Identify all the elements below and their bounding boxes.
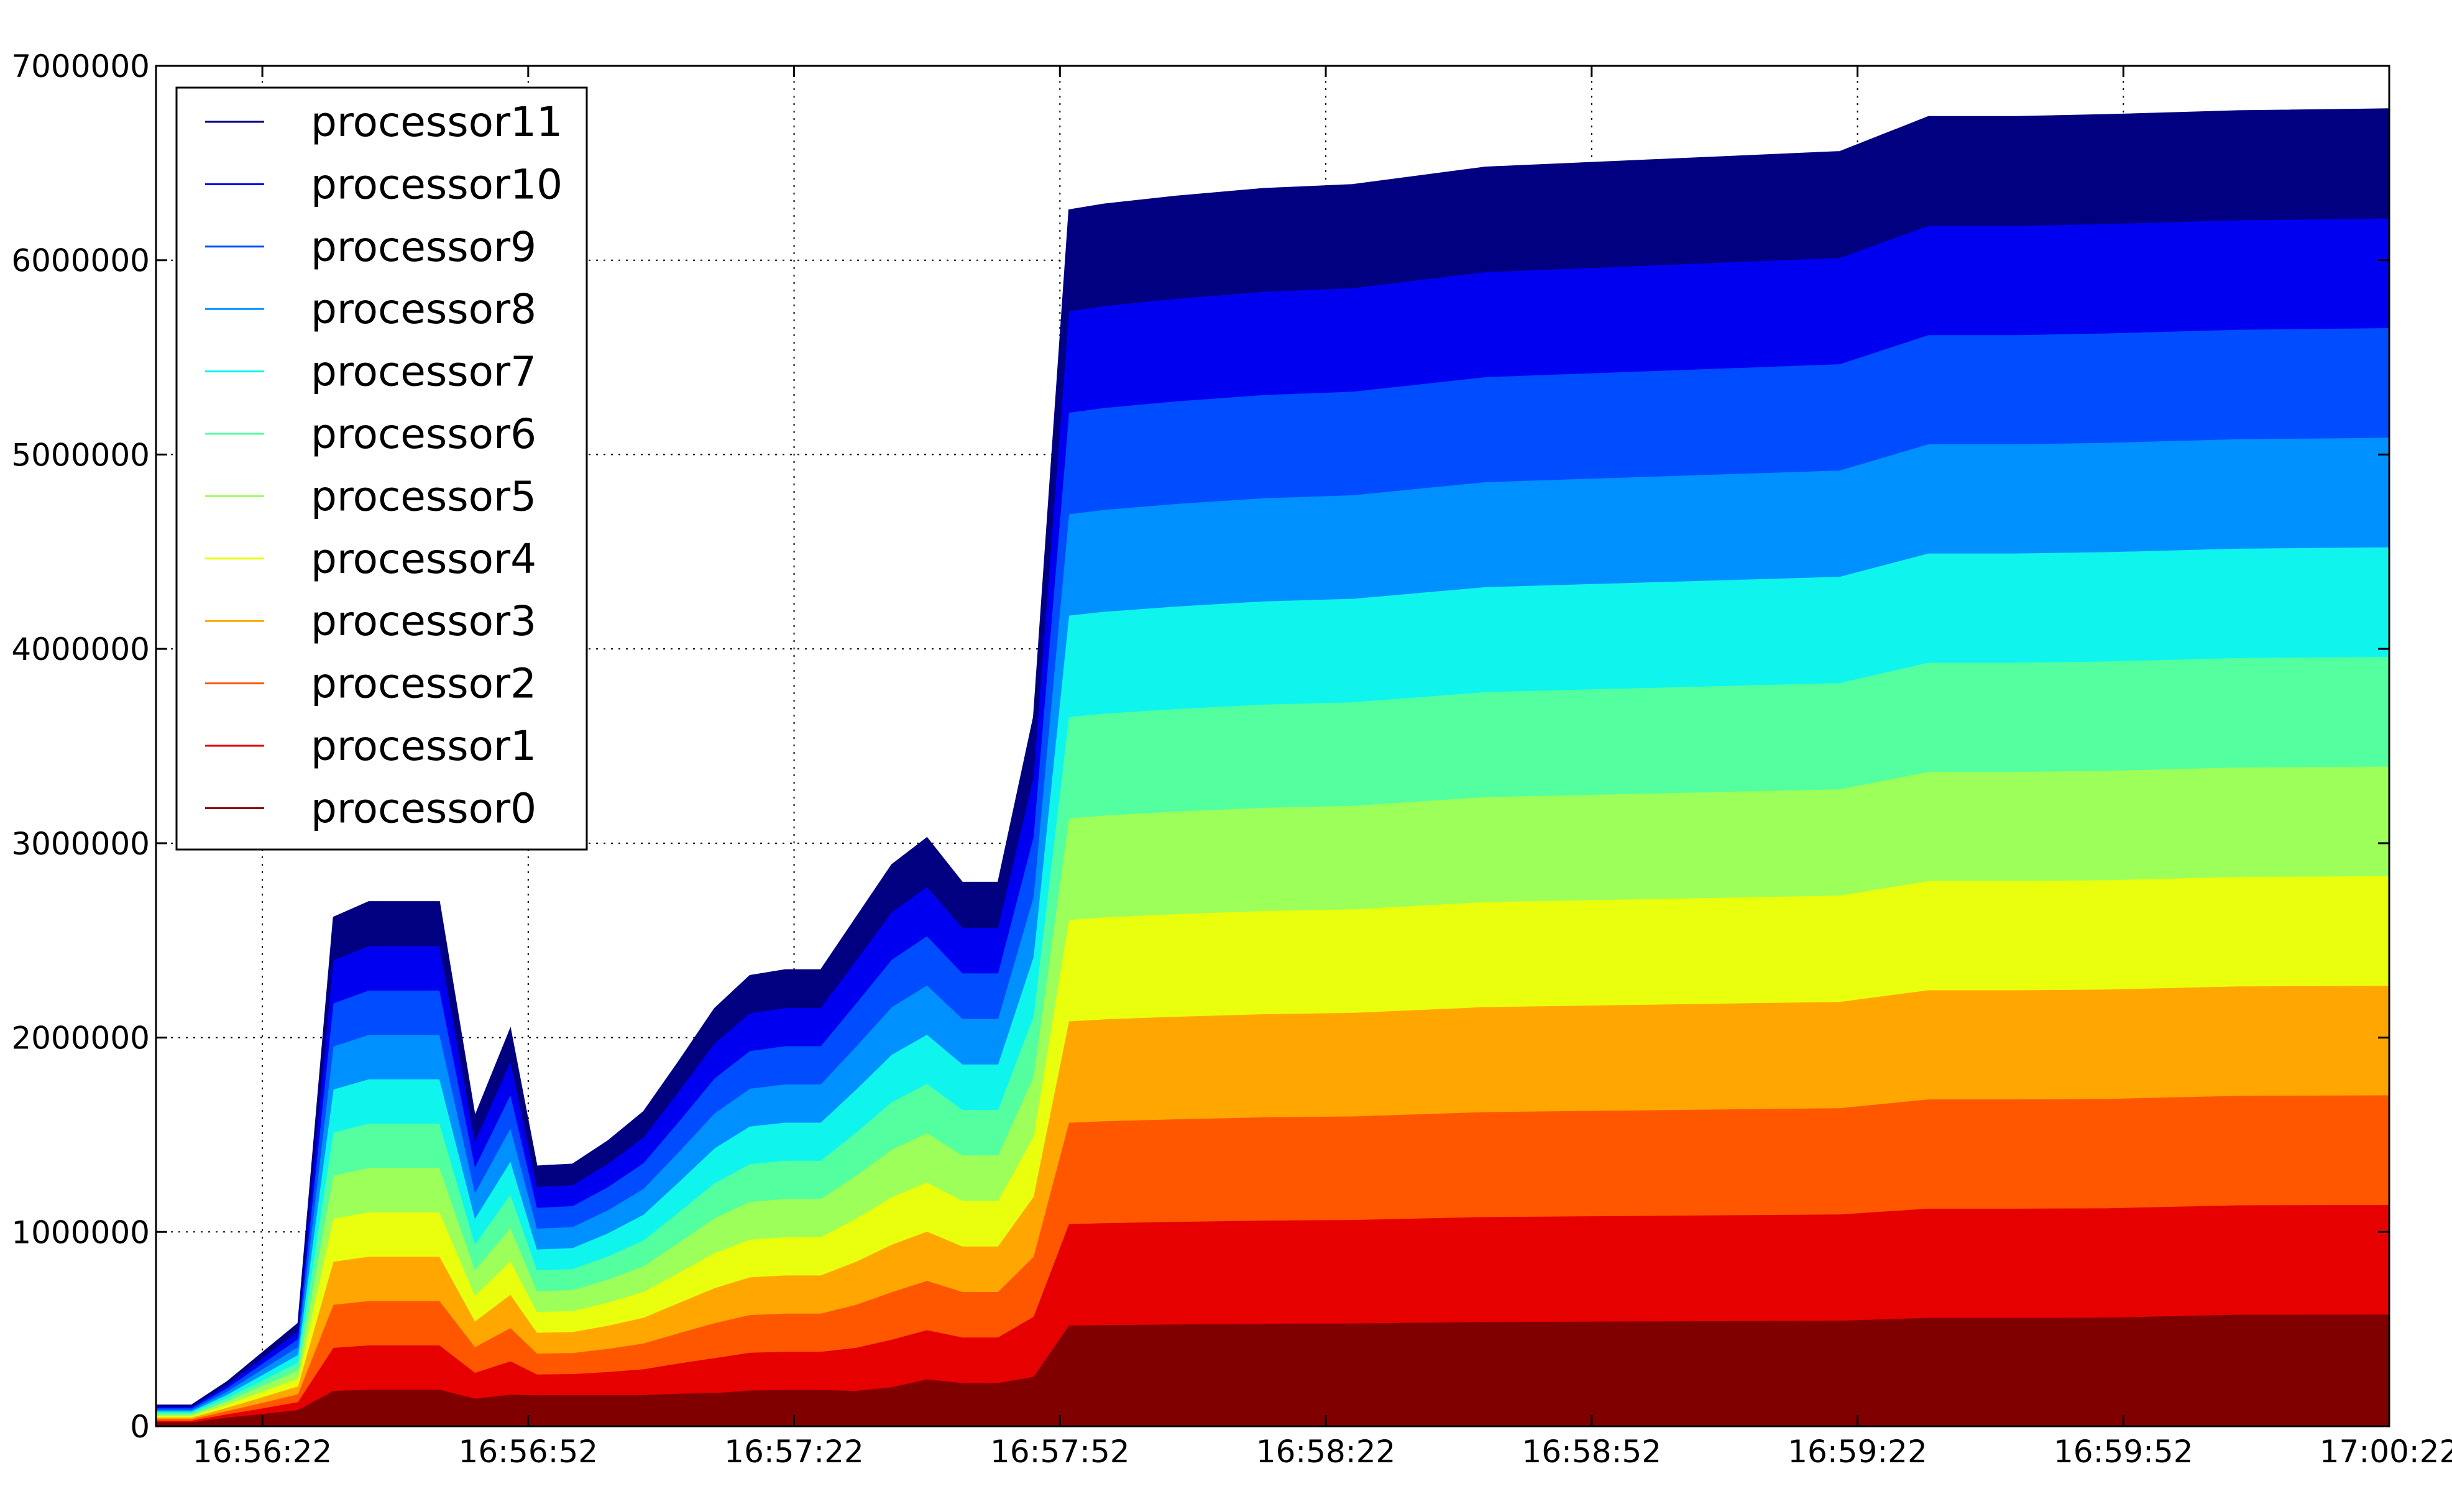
x-tick-label: 17:00:22 — [2320, 1434, 2452, 1470]
legend-label: processor8 — [311, 285, 536, 333]
legend-label: processor5 — [311, 472, 536, 520]
x-tick-label: 16:58:22 — [1256, 1434, 1396, 1470]
legend: processor11 processor10 processor9 processo… — [175, 86, 588, 851]
y-tick-label: 2000000 — [11, 1020, 150, 1056]
legend-label: processor4 — [311, 535, 536, 583]
legend-label: processor9 — [311, 223, 536, 271]
x-tick-label: 16:57:22 — [724, 1434, 864, 1470]
y-tick-label: 4000000 — [11, 631, 150, 667]
y-tick-label: 6000000 — [11, 243, 150, 279]
x-tick-label: 16:59:52 — [2054, 1434, 2193, 1470]
y-tick-label: 1000000 — [11, 1214, 150, 1250]
x-tick-label: 16:56:52 — [459, 1434, 599, 1470]
y-tick-label: 7000000 — [11, 48, 150, 85]
x-tick-label: 16:59:22 — [1788, 1434, 1927, 1470]
legend-box — [175, 86, 588, 851]
legend-label: processor3 — [311, 597, 536, 645]
x-tick-label: 16:57:52 — [990, 1434, 1130, 1470]
y-tick-label: 5000000 — [11, 437, 150, 473]
tick-layer: 16:56:22 16:56:52 16:57:22 16:57:52 16:58:22… — [11, 48, 2452, 1470]
legend-label: processor11 — [311, 98, 562, 146]
legend-label: processor10 — [311, 160, 562, 208]
area-layer — [155, 108, 2390, 1427]
legend-label: processor0 — [311, 784, 536, 832]
x-tick-label: 16:58:52 — [1522, 1434, 1662, 1470]
x-tick-label: 16:56:22 — [193, 1434, 333, 1470]
y-tick-label: 3000000 — [11, 826, 150, 862]
legend-label: processor1 — [311, 722, 536, 770]
legend-label: processor2 — [311, 660, 536, 708]
legend-label: processor7 — [311, 348, 536, 396]
y-tick-label: 0 — [130, 1409, 150, 1445]
plot-frame — [155, 65, 2390, 1427]
legend-label: processor6 — [311, 410, 536, 458]
legend-items: processor11 processor10 processor9 processo… — [205, 98, 562, 832]
